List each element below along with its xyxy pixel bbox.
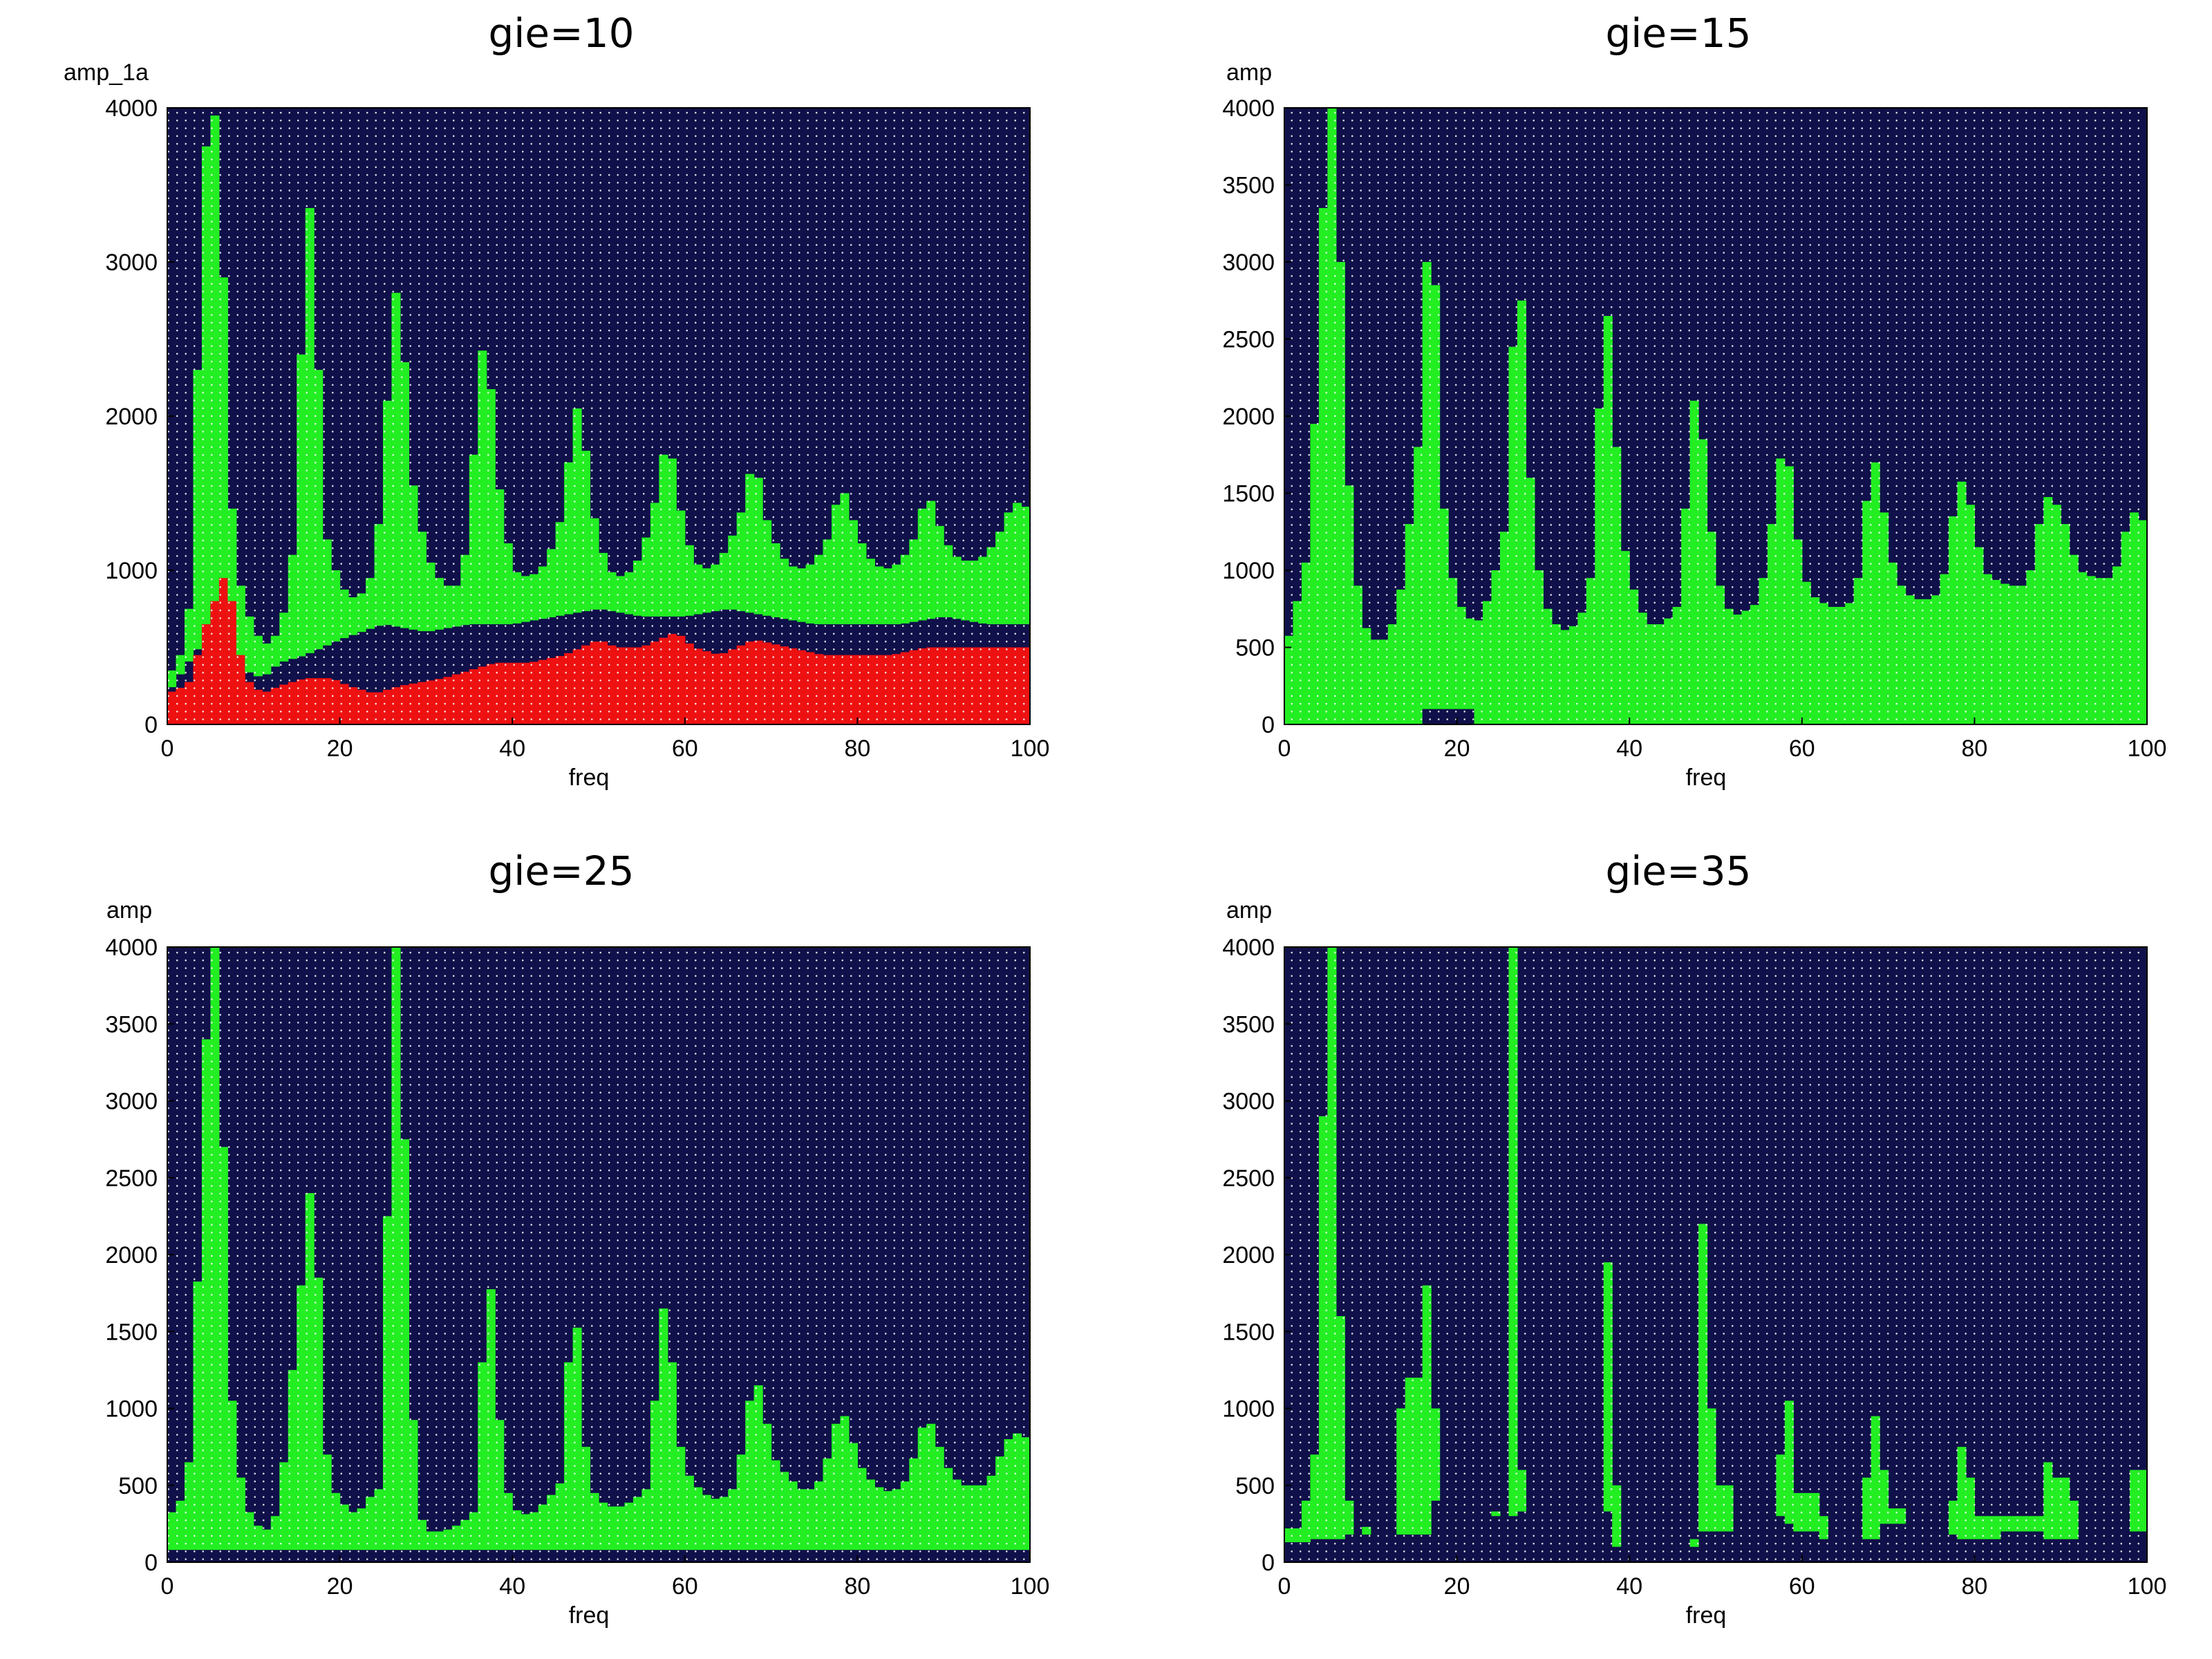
x-tick-label: 20: [1444, 1573, 1470, 1600]
heatmap-plot: [167, 946, 1031, 1563]
y-tick-label: 2000: [105, 1242, 158, 1268]
heatmap-dot-grid: [167, 947, 1030, 1562]
x-tick-label: 20: [327, 1573, 353, 1600]
chart-panel-gie-35: gie=35 amp freq 0 20 40 60 80 100050010001500…: [1222, 847, 2166, 1629]
heatmap-dot-grid: [167, 108, 1030, 724]
y-tick-label: 1500: [105, 1319, 158, 1345]
x-tick-label: 0: [161, 1573, 174, 1600]
axis-ticks: 0 20 40 60 80 1000500100015002000250030003500…: [1222, 95, 2166, 762]
x-tick-label: 80: [1961, 735, 1987, 762]
x-tick-label: 0: [161, 735, 174, 762]
x-axis-label: freq: [1686, 765, 1727, 791]
y-tick-label: 3000: [1222, 1089, 1275, 1115]
y-tick-label: 1000: [105, 558, 158, 584]
y-tick-label: 3000: [1222, 250, 1275, 276]
x-tick-label: 100: [2128, 735, 2167, 762]
y-tick-label: 4000: [105, 935, 158, 961]
y-tick-label: 4000: [1222, 95, 1275, 122]
y-tick-label: 2500: [1222, 1165, 1275, 1192]
x-tick-label: 80: [1961, 1573, 1987, 1600]
y-tick-label: 4000: [105, 95, 158, 122]
chart-panel-gie-15: gie=15 amp freq 0 20 40 60 80 100050010001500…: [1222, 10, 2166, 791]
chart-panel-gie-25: gie=25 amp freq 0 20 40 60 80 100050010001500…: [105, 847, 1049, 1629]
y-tick-label: 1000: [1222, 558, 1275, 584]
y-axis-label: amp_1a: [64, 59, 149, 86]
y-tick-label: 1500: [1222, 481, 1275, 507]
axis-ticks: 0 20 40 60 80 1000500100015002000250030003500…: [1222, 935, 2166, 1600]
y-tick-label: 4000: [1222, 935, 1275, 961]
y-tick-label: 0: [1262, 1550, 1275, 1576]
y-tick-label: 2000: [1222, 404, 1275, 430]
y-tick-label: 500: [1235, 1473, 1275, 1499]
x-tick-label: 40: [499, 735, 525, 762]
x-tick-label: 20: [1444, 735, 1470, 762]
x-tick-label: 80: [844, 735, 870, 762]
x-tick-label: 60: [1789, 1573, 1815, 1600]
x-tick-label: 40: [1616, 1573, 1642, 1600]
x-tick-label: 100: [1011, 735, 1050, 762]
x-tick-label: 40: [499, 1573, 525, 1600]
y-tick-label: 0: [144, 1550, 158, 1576]
chart-title: gie=35: [1605, 847, 1751, 894]
y-tick-label: 500: [118, 1473, 158, 1499]
heatmap-dot-grid: [1284, 108, 2147, 724]
y-tick-label: 0: [1262, 712, 1275, 738]
x-tick-label: 40: [1616, 735, 1642, 762]
y-axis-label: amp: [1226, 59, 1272, 86]
x-tick-label: 80: [844, 1573, 870, 1600]
heatmap-dot-grid: [1284, 947, 2147, 1562]
x-axis-label: freq: [569, 1602, 610, 1629]
y-tick-label: 1000: [1222, 1396, 1275, 1423]
heatmap-plot: [167, 107, 1031, 725]
x-tick-label: 100: [1011, 1573, 1050, 1600]
y-tick-label: 3500: [1222, 1011, 1275, 1038]
x-tick-label: 60: [672, 1573, 698, 1600]
x-axis-label: freq: [569, 765, 610, 791]
chart-title: gie=10: [488, 10, 634, 57]
y-tick-label: 0: [144, 712, 158, 738]
heatmap-plot: [1284, 107, 2148, 725]
x-axis-label: freq: [1686, 1602, 1727, 1629]
x-tick-label: 0: [1278, 1573, 1291, 1600]
y-tick-label: 2500: [1222, 327, 1275, 353]
y-axis-label: amp: [106, 897, 152, 924]
x-tick-label: 60: [672, 735, 698, 762]
chart-title: gie=25: [488, 847, 634, 894]
x-tick-label: 60: [1789, 735, 1815, 762]
y-tick-label: 500: [1235, 635, 1275, 662]
y-tick-label: 3000: [105, 250, 158, 276]
y-tick-label: 1000: [105, 1396, 158, 1423]
y-tick-label: 3500: [1222, 173, 1275, 199]
x-tick-label: 100: [2128, 1573, 2167, 1600]
axis-ticks: 0 20 40 60 80 1000500100015002000250030003500…: [105, 935, 1049, 1600]
chart-title: gie=15: [1605, 10, 1751, 57]
chart-panel-gie-10: gie=10 amp_1a freq 0 20 40 60 80 100010002000…: [64, 10, 1049, 791]
y-tick-label: 3500: [105, 1011, 158, 1038]
y-axis-label: amp: [1226, 897, 1272, 924]
x-tick-label: 0: [1278, 735, 1291, 762]
x-tick-label: 20: [327, 735, 353, 762]
y-tick-label: 3000: [105, 1089, 158, 1115]
y-tick-label: 2500: [105, 1165, 158, 1192]
heatmap-plot: [1284, 946, 2148, 1563]
y-tick-label: 1500: [1222, 1319, 1275, 1345]
y-tick-label: 2000: [1222, 1242, 1275, 1268]
y-tick-label: 2000: [105, 404, 158, 430]
